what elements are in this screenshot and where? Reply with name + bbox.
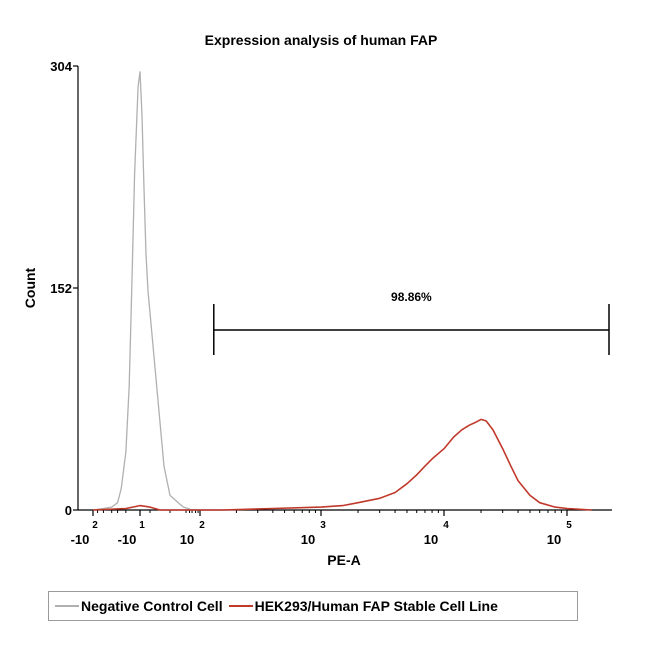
x-tick-exponent: 1	[139, 520, 145, 531]
x-tick-label: 10	[301, 532, 315, 547]
legend-swatch-negative	[55, 605, 79, 607]
x-tick-exponent: 4	[443, 520, 449, 531]
series-line-negative-control	[92, 71, 196, 511]
y-ticks: 0 152 304	[50, 59, 78, 518]
y-axis-label: Count	[22, 267, 38, 308]
x-tick-label: -10	[71, 532, 90, 547]
legend-label-negative: Negative Control Cell	[81, 598, 223, 614]
y-tick-label: 304	[50, 59, 72, 74]
legend-entry-negative: Negative Control Cell	[55, 598, 229, 614]
legend: Negative Control Cell HEK293/Human FAP S…	[48, 591, 578, 621]
x-tick-exponent: 2	[92, 520, 98, 531]
y-tick-label: 152	[50, 281, 72, 296]
series-line-fap-stable	[92, 418, 592, 511]
x-tick-exponent: 3	[320, 520, 326, 531]
x-tick-label: 10	[180, 532, 194, 547]
x-tick-label: 10	[547, 532, 561, 547]
legend-label-positive: HEK293/Human FAP Stable Cell Line	[254, 598, 498, 614]
gate-percent-label: 98.86%	[391, 290, 432, 304]
x-tick-exponent: 5	[566, 520, 572, 531]
legend-entry-positive: HEK293/Human FAP Stable Cell Line	[228, 598, 504, 614]
series-layer	[92, 71, 592, 511]
x-tick-label: 10	[424, 532, 438, 547]
x-axis-label: PE-A	[327, 552, 360, 568]
x-tick-exponent: 2	[199, 520, 205, 531]
gate-marker: 98.86%	[213, 290, 610, 355]
chart-title: Expression analysis of human FAP	[205, 32, 438, 48]
axes	[77, 66, 612, 511]
x-tick-label: -10	[118, 532, 137, 547]
legend-swatch-positive	[228, 605, 253, 607]
y-tick-label: 0	[65, 503, 72, 518]
